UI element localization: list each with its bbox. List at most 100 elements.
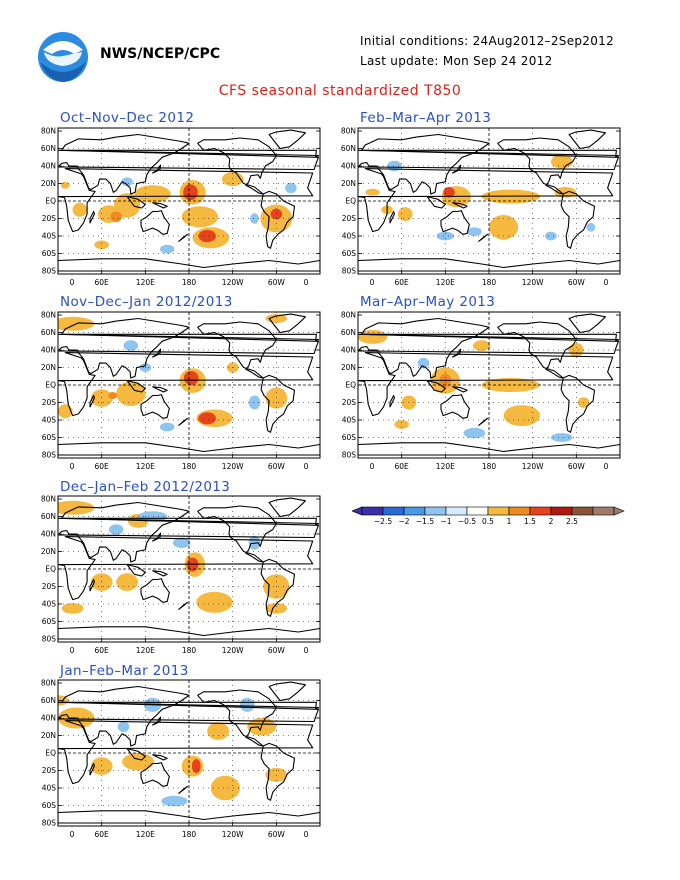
lat-label: 40N (41, 162, 56, 171)
anomaly-region (159, 422, 175, 432)
coastline (152, 386, 168, 393)
colorbar-segment (592, 506, 615, 516)
lon-label: 60E (95, 830, 110, 839)
colorbar-segment (508, 506, 531, 516)
lat-label: 60S (342, 249, 357, 258)
coastline (197, 321, 277, 379)
lat-label: 20N (41, 179, 56, 188)
coastline (358, 333, 620, 342)
coastline (197, 505, 277, 563)
coastline (478, 417, 489, 426)
anomaly-region (198, 229, 216, 243)
anomaly-region (90, 573, 113, 591)
lat-label: 20N (41, 363, 56, 372)
lat-label: EQ (45, 749, 56, 758)
lat-label: 80S (342, 267, 357, 276)
colorbar-segment (550, 506, 573, 516)
anomaly-region (138, 511, 168, 522)
initial-conditions: Initial conditions: 24Aug2012–2Sep2012 (360, 34, 615, 48)
anomaly-region (436, 231, 454, 241)
coastline (58, 701, 320, 710)
coastline (152, 348, 162, 358)
anomaly-region (394, 420, 409, 429)
lon-label: 180 (182, 830, 197, 839)
coastline (197, 137, 277, 195)
lon-label: 60E (95, 278, 110, 287)
lat-label: 60N (41, 328, 56, 337)
lat-label: 60N (341, 144, 356, 153)
colorbar-segment (529, 506, 552, 516)
anomaly-region (60, 181, 70, 189)
coastline (152, 532, 162, 542)
anomaly-region (123, 340, 139, 351)
coastline (560, 190, 596, 249)
colorbar-tick-label: −0.5 (458, 517, 476, 526)
anomaly-region (489, 215, 519, 240)
lon-label: 60E (395, 462, 410, 471)
coastline (140, 210, 170, 235)
anomaly-region (161, 795, 188, 807)
colorbar-tick-label: 1.5 (524, 517, 536, 526)
lat-label: 80N (41, 127, 56, 136)
coastline (89, 210, 95, 224)
coastline (568, 129, 606, 150)
lon-label: 60E (395, 278, 410, 287)
lon-label: 120W (222, 278, 244, 287)
lon-label: 0 (304, 462, 309, 471)
anomaly-region (196, 591, 233, 613)
lat-label: 60S (42, 617, 57, 626)
panel-title-mam: Mar–Apr–May 2013 (360, 294, 496, 310)
coastline (478, 233, 489, 242)
lon-label: 0 (370, 462, 375, 471)
lat-label: 20S (342, 214, 357, 223)
lon-label: 0 (70, 646, 75, 655)
coastline (268, 497, 306, 518)
lon-label: 120W (522, 278, 544, 287)
lat-label: 20S (42, 398, 57, 407)
lat-label: EQ (45, 197, 56, 206)
anomaly-region (473, 340, 491, 351)
lat-label: 60S (42, 801, 57, 810)
lat-label: 60S (342, 433, 357, 442)
colorbar-segment (361, 506, 384, 516)
coastline (426, 196, 446, 209)
anomaly-region (58, 404, 73, 419)
lon-label: 120E (436, 462, 455, 471)
anomaly-region (285, 182, 297, 194)
lat-label: 80N (41, 679, 56, 688)
lat-label: 60N (41, 696, 56, 705)
anomaly-region (108, 524, 124, 535)
coastline (58, 352, 314, 417)
org-name: NWS/NCEP/CPC (100, 46, 221, 62)
lat-label: 40N (41, 714, 56, 723)
anomaly-region (72, 202, 88, 217)
lon-label: 60W (268, 462, 286, 471)
lat-label: 40S (42, 784, 57, 793)
anomaly-region (173, 537, 191, 549)
coastline (89, 394, 95, 408)
panel-title-jfm: Jan–Feb–Mar 2013 (60, 663, 189, 679)
lon-label: 60W (568, 462, 586, 471)
coastline (268, 313, 306, 334)
map-panel-fma: 80N 60N 40N 20N EQ 20S 40S 60S 80S 0 60E 120E 180 120… (341, 127, 621, 287)
coastline (126, 380, 146, 393)
coastline (452, 202, 468, 209)
coastline (568, 313, 606, 334)
map-panel-ndj: 80N 60N 40N 20N EQ 20S 40S 60S 80S 0 60E 120E 180 120… (41, 311, 321, 471)
anomaly-region (117, 721, 130, 733)
lat-label: 80S (42, 819, 57, 828)
colorbar-segment (571, 506, 594, 516)
anomaly-region (398, 207, 413, 222)
anomaly-region (545, 231, 557, 241)
lon-label: 0 (604, 278, 609, 287)
lat-label: 80S (42, 267, 57, 276)
anomaly-region (358, 329, 388, 344)
colorbar-tick-label: 1 (507, 517, 512, 526)
anomaly-region (183, 184, 198, 201)
lat-label: 20S (342, 398, 357, 407)
lat-label: 40S (342, 416, 357, 425)
colorbar-tick-label: 2 (549, 517, 554, 526)
lat-label: 80N (41, 311, 56, 320)
colorbar-segment (403, 506, 426, 516)
lon-label: 120E (136, 830, 155, 839)
